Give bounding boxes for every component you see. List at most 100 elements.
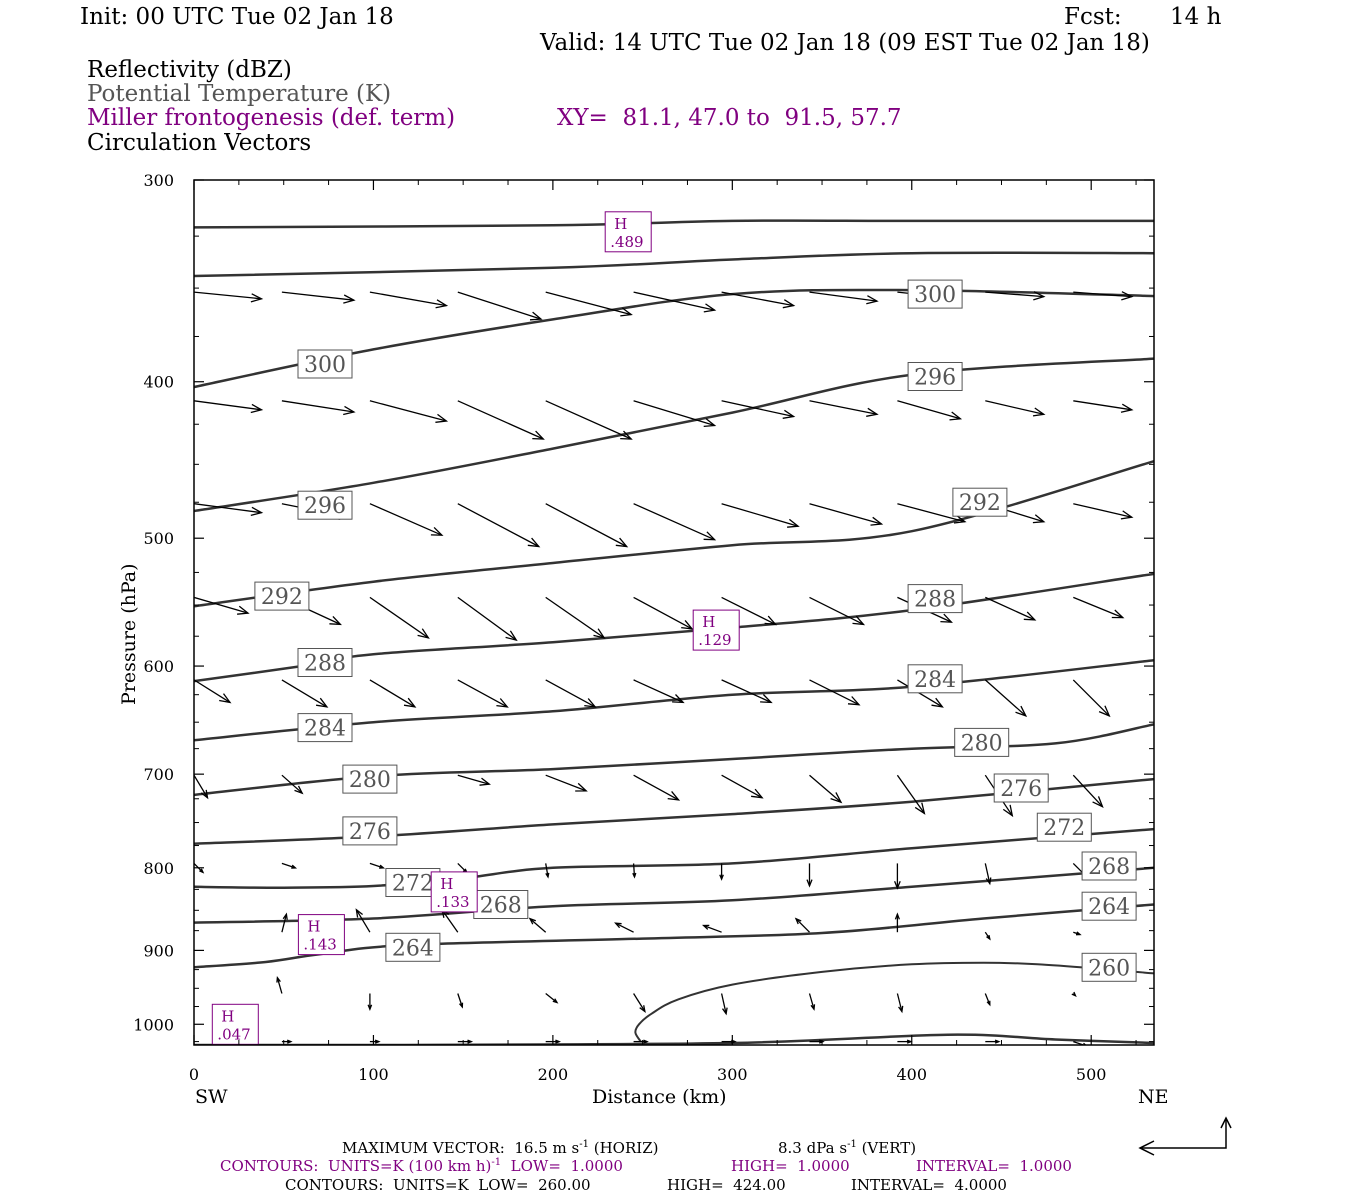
vector-shaft: [369, 503, 443, 536]
vector-head: [343, 405, 356, 416]
vector-head: [552, 998, 559, 1004]
contour-label-text: 280: [349, 768, 391, 793]
maximum-value: .143: [303, 936, 336, 954]
vector-shaft: [721, 679, 772, 703]
vector-head: [1111, 609, 1125, 619]
vector-arrow: [457, 774, 491, 786]
contour-label-box: [297, 349, 353, 379]
vector-shaft: [1073, 400, 1132, 411]
vector-shaft: [721, 596, 776, 625]
contour-label-box: [993, 773, 1049, 803]
vector-arrow: [721, 679, 773, 704]
vector-head: [1120, 510, 1134, 520]
vector-head: [986, 1000, 991, 1007]
contour-label-text: 264: [1088, 895, 1130, 920]
vector-shaft: [809, 774, 842, 803]
vector-head: [894, 912, 901, 920]
vector-arrow: [545, 863, 550, 879]
forecast-label: Fcst:: [1064, 4, 1122, 30]
vector-head: [986, 934, 991, 941]
vector-arrow: [808, 993, 816, 1011]
frontogenesis-low: LOW= 1.0000: [501, 1157, 623, 1175]
x-tick-label: 0: [189, 1065, 199, 1084]
vector-arrow: [721, 400, 796, 419]
vector-arrow: [369, 1039, 381, 1044]
vector-arrow: [545, 679, 597, 708]
contour-label: 292: [952, 487, 1008, 517]
field-circulation-vectors: Circulation Vectors: [87, 130, 312, 156]
frontogenesis-contour-info: CONTOURS: UNITS=K (100 km h)-1 LOW= 1.00…: [220, 1157, 623, 1175]
vector-head: [810, 1004, 816, 1011]
vector-arrow: [614, 922, 634, 933]
maximum-value: .133: [436, 893, 469, 911]
y-tick-label: 400: [143, 373, 174, 392]
vector-shaft: [1073, 503, 1132, 518]
contour-label: 284: [297, 713, 353, 743]
vector-head: [1075, 931, 1082, 936]
vector-shaft: [896, 993, 903, 1012]
contour-label: 276: [342, 816, 398, 846]
vector-head: [219, 693, 232, 704]
vector-arrow: [367, 993, 373, 1011]
vector-arrow: [355, 908, 371, 933]
vector-shaft: [633, 679, 684, 703]
vector-arrow: [1073, 400, 1134, 413]
vector-shaft: [985, 596, 1036, 621]
vector-shaft: [369, 679, 416, 708]
contour-label-box: [385, 932, 441, 962]
valid-time: Valid: 14 UTC Tue 02 Jan 18 (09 EST Tue …: [540, 30, 1150, 56]
contour-label-box: [342, 764, 398, 794]
vector-arrow: [984, 679, 1028, 718]
vector-shaft: [545, 503, 628, 548]
frontogenesis-maximum: H.143: [297, 914, 345, 956]
vector-head: [1032, 514, 1046, 524]
vector-arrow: [545, 992, 559, 1004]
vector-head: [1098, 705, 1111, 718]
theta-high: HIGH= 424.00: [667, 1176, 786, 1194]
vector-shaft: [457, 503, 540, 548]
vector-shaft: [545, 596, 605, 639]
contour-label-box: [297, 490, 353, 520]
vector-arrow: [809, 291, 879, 305]
vector-head: [1032, 407, 1046, 417]
vector-arrow: [194, 291, 264, 303]
vector-head: [914, 802, 926, 815]
vector-head: [1121, 291, 1134, 301]
vector-shaft: [808, 993, 815, 1010]
vector-head: [435, 299, 449, 309]
vector-arrow: [194, 679, 232, 704]
vector-shaft: [984, 993, 991, 1005]
vector-head: [1033, 291, 1046, 301]
x-axis-title: Distance (km): [592, 1086, 727, 1108]
vector-shaft: [369, 291, 447, 307]
theta-interval: INTERVAL= 4.0000: [851, 1176, 1007, 1194]
vector-arrow: [457, 596, 518, 642]
vector-arrow: [809, 1039, 825, 1044]
vector-head: [1120, 403, 1134, 413]
vector-arrow: [633, 679, 685, 704]
contour-label: 280: [342, 764, 398, 794]
maximum-box: [211, 1003, 259, 1045]
vector-arrow: [897, 400, 963, 421]
vector-head: [806, 879, 813, 888]
contour-label-box: [1081, 851, 1137, 881]
vector-arrow: [545, 503, 629, 548]
vector-arrow: [632, 863, 637, 879]
vector-head: [703, 531, 717, 541]
vector-head: [532, 430, 545, 440]
vector-shaft: [194, 679, 231, 703]
vector-shaft: [457, 400, 544, 440]
contour-label-box: [952, 487, 1008, 517]
vector-head: [496, 698, 509, 708]
vector-arrow: [369, 862, 386, 869]
vector-head: [430, 526, 444, 536]
forecast-hour: 14 h: [1170, 4, 1222, 30]
vector-head: [329, 615, 342, 626]
max-vector-horiz-unit: (HORIZ): [588, 1139, 659, 1157]
y-axis-title: Pressure (hPa): [118, 563, 140, 705]
vector-head: [818, 1039, 825, 1044]
maximum-label: H: [440, 875, 453, 893]
vector-shaft: [985, 291, 1044, 298]
vector-arrow: [281, 679, 329, 708]
